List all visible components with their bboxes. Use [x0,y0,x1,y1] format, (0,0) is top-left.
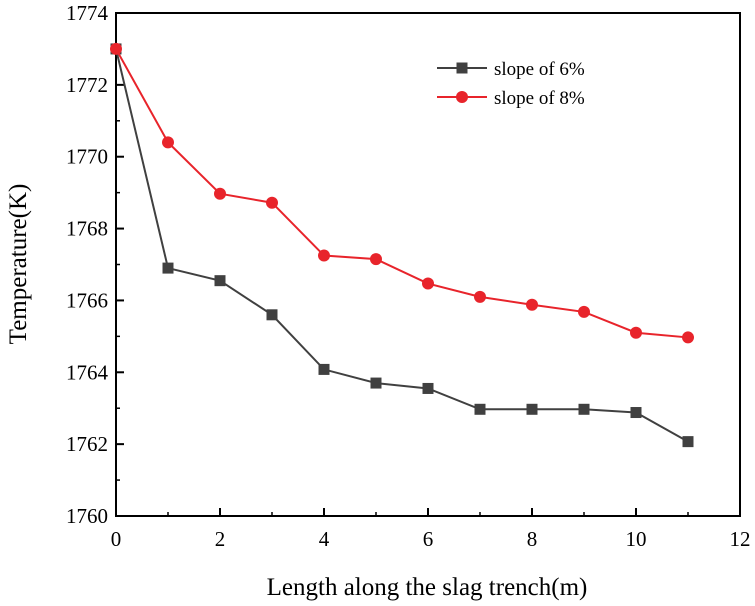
series-line [115,48,689,339]
y-tick-label: 1768 [66,217,108,241]
data-point [682,436,694,448]
data-point [266,309,278,321]
y-axis-title: Temperature(K) [5,184,32,345]
series-2 [110,42,694,344]
y-tick-label: 1762 [66,432,108,456]
series-1 [110,43,694,448]
data-point [318,363,330,375]
x-tick-label: 10 [626,527,647,551]
data-point [474,290,486,303]
data-point [162,262,174,274]
x-tick-label: 2 [215,527,226,551]
data-point [422,277,434,290]
legend-label: slope of 6% [494,59,585,80]
data-point [214,275,226,287]
data-point [110,42,122,55]
data-point [630,407,642,419]
data-point [526,403,538,415]
y-tick-label: 1774 [66,1,109,25]
data-point [214,187,226,200]
data-point [474,403,486,415]
ticks: 0 2 4 6 8 10 12 1760 1762 1764 1766 1768 1770 1772 177… [66,1,751,551]
y-tick-label: 1766 [66,288,108,312]
plot-frame [115,12,741,517]
data-point [630,326,642,339]
data-point [162,136,174,149]
data-point [578,305,590,318]
legend-entry: slope of 6% [437,59,585,80]
y-tick-label: 1772 [66,73,108,97]
series-line [115,48,689,443]
x-tick-label: 4 [319,527,330,551]
legend: slope of 6% slope of 8% [437,59,585,109]
data-point [266,196,278,209]
x-tick-label: 8 [527,527,538,551]
data-point [578,403,590,415]
x-axis-title: Length along the slag trench(m) [267,574,588,601]
legend-label: slope of 8% [494,88,585,109]
legend-marker [456,62,468,74]
legend-entry: slope of 8% [437,88,585,109]
data-point [370,253,382,266]
y-tick-label: 1770 [66,145,108,169]
data-point [318,249,330,262]
x-tick-label: 12 [730,527,751,551]
x-tick-label: 0 [111,527,122,551]
x-tick-label: 6 [423,527,434,551]
data-point [526,298,538,311]
series-layer [110,42,694,448]
data-point [370,377,382,389]
data-point [682,331,694,344]
y-tick-label: 1760 [66,504,108,528]
axes [115,12,741,517]
legend-marker [456,91,468,103]
y-tick-label: 1764 [66,360,109,384]
data-point [422,382,434,394]
